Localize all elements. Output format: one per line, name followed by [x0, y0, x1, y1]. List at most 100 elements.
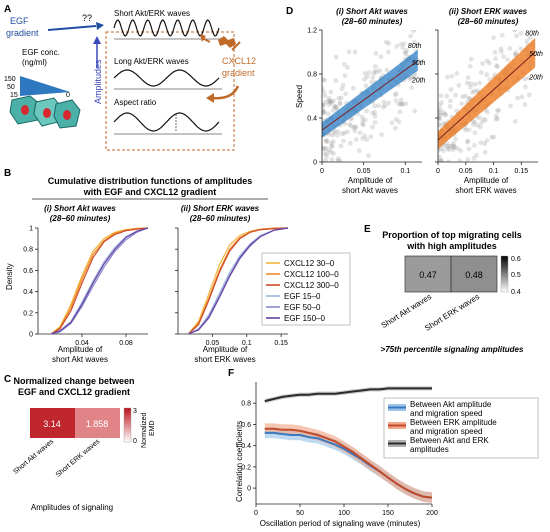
panel-e-colorbar [500, 255, 509, 293]
scatter-point [331, 130, 337, 136]
scatter-point [477, 124, 483, 130]
y-tick-label: 0.8 [307, 72, 317, 79]
scatter-point [383, 39, 389, 45]
scatter-point [327, 98, 333, 104]
panel-b-sub2-2: (28–60 minutes) [190, 214, 251, 223]
conc-tick-50: 50 [7, 84, 15, 91]
scatter-point [322, 146, 327, 152]
scatter-point [324, 154, 329, 160]
panel-a-label: A [4, 4, 11, 15]
cdf-series-3 [187, 227, 289, 335]
legend-b-label-6: EGF 150–0 [284, 314, 325, 323]
scatter-point [438, 110, 443, 116]
scatter-point [380, 104, 386, 110]
plot-area [436, 30, 536, 194]
scatter-point [412, 108, 418, 114]
panel-d-xlabel2-1: Amplitude of [464, 176, 509, 185]
scatter-point [368, 134, 374, 140]
panel-f-xlabel: Oscillation period of signaling wave (mi… [260, 519, 421, 528]
scatter-point [439, 100, 444, 105]
wave-line-1 [113, 19, 220, 37]
scatter-point [437, 189, 442, 194]
scatter-point [322, 99, 328, 105]
scatter-point [471, 122, 476, 127]
scatter-point [352, 124, 358, 130]
y-tick-label: 0.2 [23, 310, 33, 317]
panel-d-ylabel: Speed [295, 85, 304, 108]
scatter-point [347, 122, 352, 127]
panel-e-cbar-tick-05: 0.5 [511, 272, 521, 279]
scatter-point [373, 51, 379, 56]
scatter-point [456, 82, 462, 88]
scatter-point [472, 81, 478, 87]
panel-c: C Normalized change between EGF and CXCL… [4, 374, 156, 512]
scatter-point [446, 159, 451, 162]
scatter-point [444, 74, 450, 80]
scatter-point [373, 64, 378, 69]
scatter-point [438, 115, 441, 121]
scatter-point [322, 77, 328, 83]
scatter-point [372, 113, 378, 119]
speed-plot-erk: 0 0.05 0.1 0.15 80th 50th 20th [435, 29, 543, 194]
scatter-point [494, 116, 500, 121]
scatter-point [449, 73, 455, 79]
scatter-point [398, 97, 404, 103]
panel-e: E Proportion of top migrating cells with… [364, 224, 524, 354]
scatter-point [452, 145, 457, 150]
scatter-point [406, 25, 411, 30]
scatter-point [345, 64, 350, 70]
scatter-point [370, 75, 376, 81]
scatter-point [333, 104, 339, 110]
scatter-point [374, 69, 380, 75]
scatter-point [491, 35, 496, 41]
scatter-point [526, 92, 532, 98]
panel-e-cbar-tick-06: 0.6 [511, 256, 521, 263]
scatter-point [443, 186, 448, 191]
scatter-point [447, 143, 452, 149]
scatter-point [392, 92, 398, 98]
scatter-point [438, 93, 444, 99]
x-tick-label: 150 [382, 510, 394, 517]
quantile-label-50: 50th [412, 60, 426, 67]
panel-d-xlabel1-2: short Akt waves [342, 186, 398, 195]
panel-b-legend-box [261, 252, 351, 326]
scatter-point [514, 33, 519, 39]
scatter-point [438, 115, 441, 121]
scatter-point [379, 132, 384, 138]
cxcl12-label-2: gradient [222, 68, 255, 78]
scatter-point [346, 49, 352, 55]
panel-b-sub1-2: (28–60 minutes) [50, 214, 111, 223]
scatter-point [335, 129, 341, 134]
scatter-point [439, 157, 444, 162]
scatter-point [444, 162, 449, 167]
scatter-point [341, 138, 346, 144]
scatter-point [330, 132, 336, 138]
panel-e-cbar-tick-04: 0.4 [511, 289, 521, 296]
scatter-point [436, 163, 441, 168]
scatter-point [336, 95, 342, 101]
quantile-label-80: 80th [525, 31, 539, 38]
scatter-point [438, 158, 444, 162]
scatter-point [322, 103, 325, 109]
scatter-point [349, 165, 354, 170]
scatter-point [408, 33, 413, 39]
scatter-point [328, 89, 334, 95]
scatter-point [467, 63, 473, 69]
legend-f-label-2-a: Between ERK amplitude [410, 418, 497, 427]
panel-e-title-1: Proportion of top migrating cells [382, 230, 522, 240]
scatter-point [508, 103, 513, 109]
scatter-point [471, 155, 477, 161]
scatter-point [389, 120, 395, 126]
scatter-point [485, 109, 490, 115]
proportion-value-akt: 0.47 [419, 270, 437, 280]
x-tick-label: 0.05 [206, 340, 220, 347]
cxcl12-arrow [211, 85, 240, 100]
panel-e-label: E [364, 224, 371, 235]
scatter-point [465, 75, 471, 81]
egf-gradient-label-2: gradient [6, 28, 39, 38]
scatter-point [444, 164, 449, 169]
scatter-point [400, 45, 406, 50]
scatter-point [438, 154, 442, 160]
scatter-point [482, 149, 488, 155]
scatter-point [448, 87, 454, 92]
